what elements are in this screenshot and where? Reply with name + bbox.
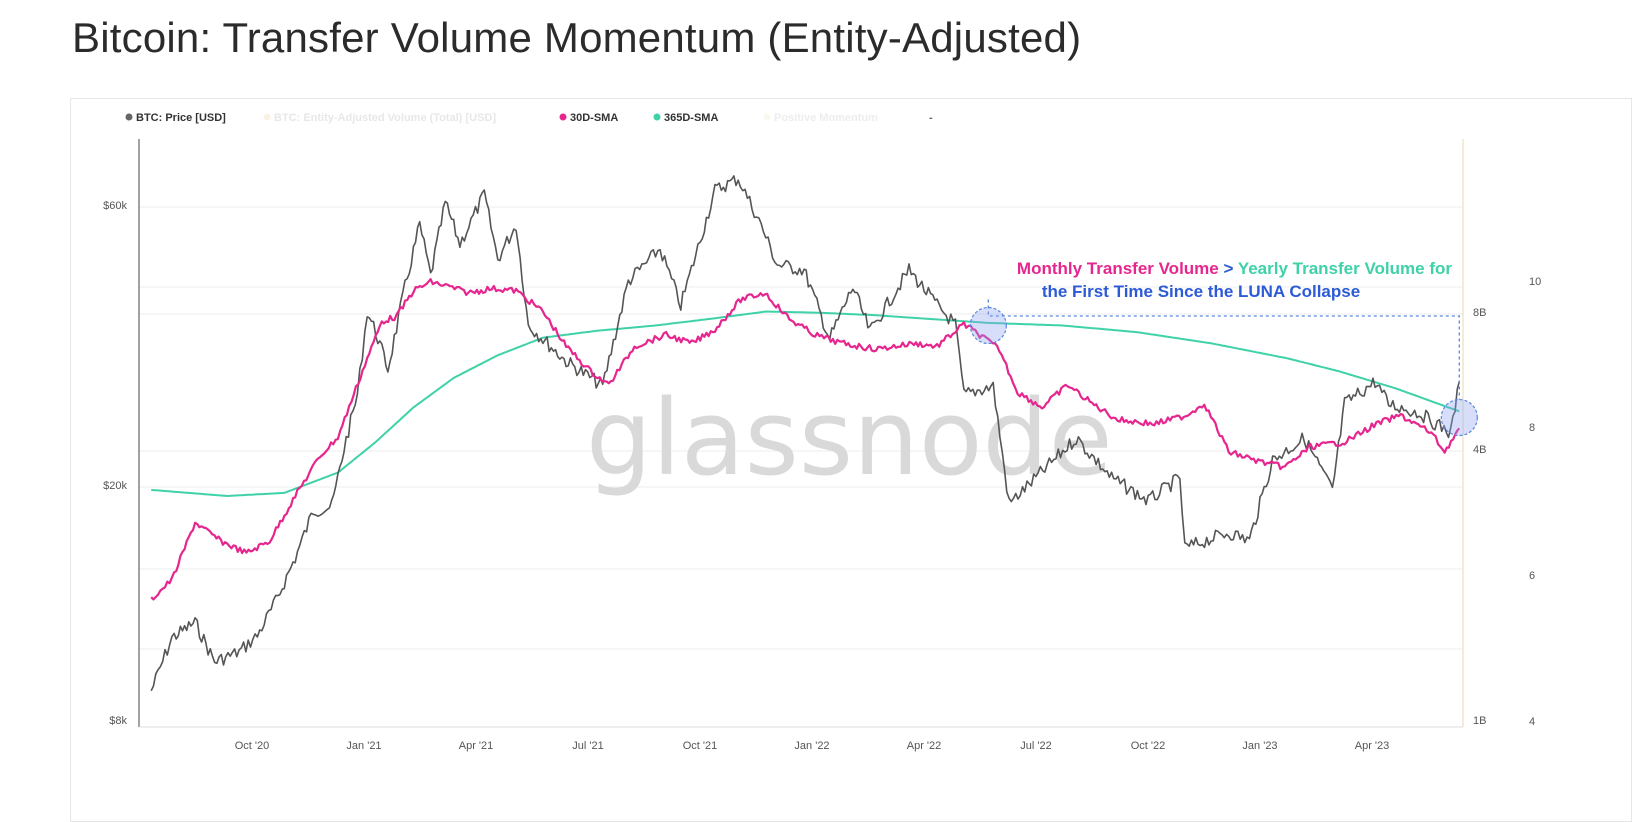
x-tick-label: Jul '21	[572, 740, 603, 752]
legend-item: 30D-SMA	[559, 112, 618, 124]
legend: BTC: Price [USD] BTC: Entity-Adjusted Vol…	[125, 112, 933, 124]
legend-item: BTC: Entity-Adjusted Volume (Total) [USD…	[263, 112, 496, 124]
legend-item: -	[929, 112, 933, 124]
annotation-line-1: Monthly Transfer Volume > Yearly Transfe…	[1017, 259, 1452, 278]
legend-label: BTC: Entity-Adjusted Volume (Total) [USD…	[274, 112, 496, 124]
y-right-tick-label: 10	[1529, 276, 1541, 288]
y-mid-tick-label: 1B	[1473, 715, 1486, 727]
annotation-part-2: >	[1223, 259, 1237, 278]
y-mid-tick-label: 4B	[1473, 444, 1486, 456]
series-line-btc-price	[150, 175, 1461, 692]
x-tick-label: Oct '22	[1131, 740, 1166, 752]
legend-label: 30D-SMA	[570, 112, 618, 124]
annotation-marker-current	[1440, 398, 1478, 437]
chart-svg: glassnode BTC: Price [USD] BTC: Entity-Ad…	[103, 112, 1541, 752]
legend-swatch	[125, 113, 133, 121]
series-line-30d-sma	[150, 278, 1461, 601]
x-tick-label: Apr '23	[1355, 740, 1390, 752]
series-line-365d-sma	[151, 310, 1460, 497]
series-layer	[150, 175, 1461, 692]
annotation-line-2: the First Time Since the LUNA Collapse	[1042, 282, 1360, 301]
legend-label: -	[929, 112, 933, 124]
annotation-part-3: Yearly Transfer Volume for	[1238, 259, 1453, 278]
page-title: Bitcoin: Transfer Volume Momentum (Entit…	[72, 14, 1082, 61]
y-right-tick-label: 8	[1529, 422, 1535, 434]
legend-swatch	[763, 113, 771, 121]
legend-swatch	[653, 113, 661, 121]
x-tick-label: Oct '21	[683, 740, 718, 752]
annotation-part-1: Monthly Transfer Volume	[1017, 259, 1224, 278]
legend-item: Positive Momentum	[763, 112, 878, 124]
x-tick-label: Jan '21	[346, 740, 381, 752]
y-left-tick-label: $60k	[103, 200, 127, 212]
legend-label: 365D-SMA	[664, 112, 718, 124]
legend-item: BTC: Price [USD]	[125, 112, 226, 124]
legend-swatch	[559, 113, 567, 121]
grid	[138, 139, 1464, 728]
legend-label: Positive Momentum	[774, 112, 878, 124]
axes: Oct '20 Jan '21 Apr '21 Jul '21 Oct '21 Jan '…	[103, 200, 1541, 752]
annotation-connector	[987, 299, 1460, 400]
y-left-tick-label: $20k	[103, 480, 127, 492]
x-tick-label: Apr '22	[907, 740, 942, 752]
chart-card: glassnode BTC: Price [USD] BTC: Entity-Ad…	[70, 98, 1632, 822]
x-tick-label: Apr '21	[459, 740, 494, 752]
x-tick-label: Jan '23	[1242, 740, 1277, 752]
annotation: Monthly Transfer Volume > Yearly Transfe…	[969, 259, 1478, 437]
y-left-tick-label: $8k	[109, 715, 127, 727]
legend-swatch	[263, 113, 271, 121]
legend-item: 365D-SMA	[653, 112, 718, 124]
watermark: glassnode	[586, 377, 1113, 499]
x-tick-label: Jul '22	[1020, 740, 1051, 752]
legend-label: BTC: Price [USD]	[136, 112, 226, 124]
y-mid-tick-label: 8B	[1473, 307, 1486, 319]
x-tick-label: Jan '22	[794, 740, 829, 752]
x-tick-label: Oct '20	[235, 740, 270, 752]
y-right-tick-label: 4	[1529, 716, 1535, 728]
annotation-marker-luna	[969, 306, 1007, 345]
y-right-tick-label: 6	[1529, 570, 1535, 582]
